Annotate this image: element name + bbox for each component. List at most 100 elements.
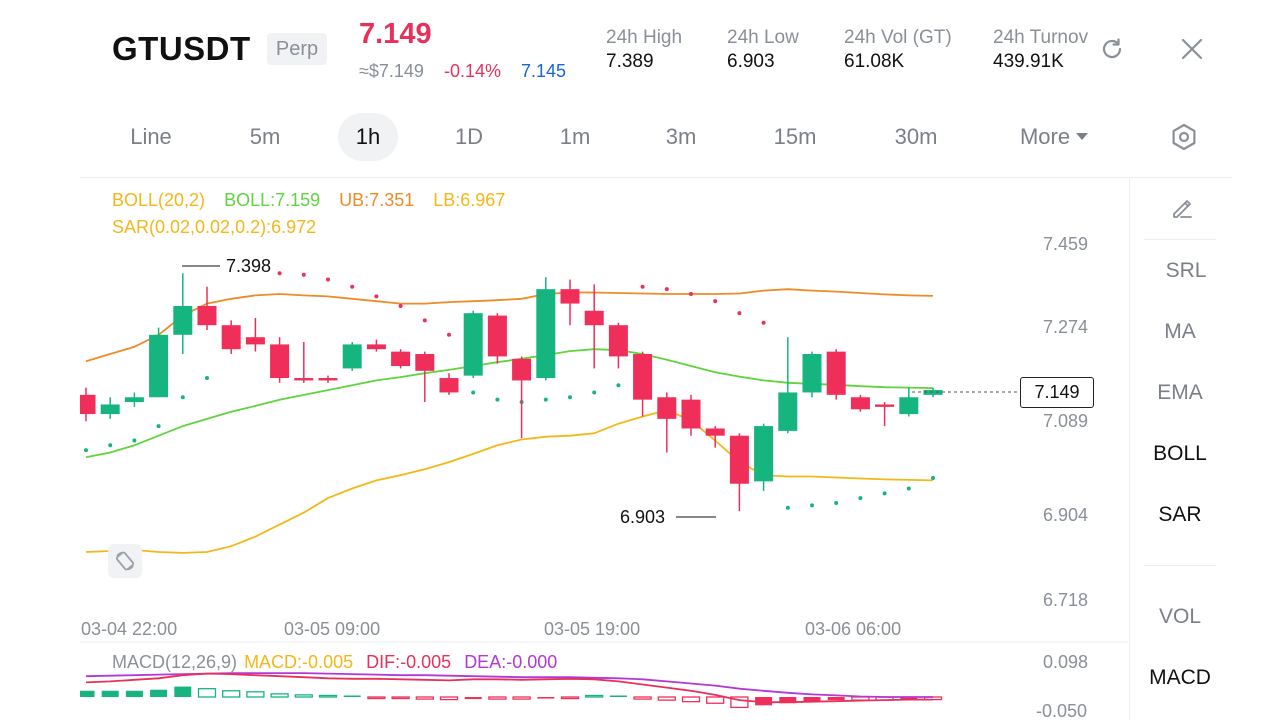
indicator-ema[interactable]: EMA: [1157, 381, 1203, 404]
macd-histogram-bar: [657, 696, 676, 701]
price-axis-label: 7.274: [1043, 317, 1089, 337]
side-panel-separator: [1144, 239, 1216, 240]
sar-dot: [761, 320, 766, 325]
high-price-marker: 7.398: [226, 256, 272, 276]
candle-body: [173, 305, 193, 335]
candle-body: [778, 392, 798, 431]
candle-body: [657, 397, 677, 419]
candle-body: [294, 378, 314, 381]
tab-line[interactable]: Line: [130, 124, 172, 149]
tab-30m[interactable]: 30m: [894, 124, 938, 149]
candle-body: [80, 394, 96, 415]
sar-dot: [737, 311, 742, 316]
candle-body: [100, 404, 120, 415]
tab-15m[interactable]: 15m: [773, 124, 817, 149]
macd-legend: MACD(12,26,9) MACD:-0.005 DIF:-0.005 DEA…: [112, 652, 557, 673]
sar-dot: [568, 395, 572, 400]
sar-legend: SAR(0.02,0.02,0.2):6.972: [112, 217, 317, 237]
stat-turnover: 24h Turnover 439.91K: [993, 25, 1088, 80]
tab-1d[interactable]: 1D: [454, 124, 484, 149]
tab-5m[interactable]: 5m: [249, 124, 281, 149]
macd-histogram-bar: [537, 697, 555, 699]
macd-histogram-bar: [222, 690, 241, 698]
boll-params: BOLL(20,2): [112, 190, 206, 210]
candle-body: [487, 315, 507, 357]
timeframe-tabs: Line 5m 1h 1D 1m 3m 15m 30m More: [0, 110, 1280, 164]
macd-histogram-bar: [197, 688, 217, 698]
candle-body: [826, 351, 846, 395]
drawing-tools-button[interactable]: [1166, 192, 1198, 224]
candle-body: [439, 378, 459, 393]
macd-histogram-bar: [150, 689, 168, 697]
candle-body: [318, 378, 338, 381]
boll-lb-value: LB:6.967: [433, 190, 506, 210]
sar-dot: [616, 383, 621, 388]
macd-histogram-bar: [827, 697, 845, 701]
rotate-button[interactable]: [108, 544, 142, 578]
hexagon-settings-icon: [1172, 123, 1196, 151]
sar-dot: [471, 390, 476, 395]
macd-histogram-bar: [488, 696, 507, 700]
symbol-title: GTUSDT: [112, 30, 251, 67]
time-axis-label: 03-05 09:00: [284, 619, 381, 639]
refresh-icon: [1102, 38, 1122, 59]
indicator-vol[interactable]: VOL: [1158, 605, 1202, 628]
macd-histogram-bar: [512, 696, 531, 700]
candle-body: [584, 310, 604, 326]
close-button[interactable]: [1176, 33, 1208, 65]
stat-high-value: 7.389: [606, 51, 654, 72]
change-percent: -0.14%: [444, 61, 502, 81]
macd-histogram-bar: [585, 694, 604, 698]
tab-3m[interactable]: 3m: [665, 124, 697, 149]
candle-body: [681, 399, 701, 429]
chart-top-divider: [80, 177, 1232, 178]
header: GTUSDT Perp 7.149 ≈$7.149 -0.14% 7.145 2…: [0, 0, 1280, 100]
current-price-tag: 7.149: [1020, 377, 1094, 408]
indicator-srl[interactable]: SRL: [1165, 259, 1207, 282]
tab-1h[interactable]: 1h: [338, 113, 398, 161]
sar-dot: [810, 503, 814, 508]
candle-body: [415, 354, 435, 371]
candle-body: [270, 344, 290, 379]
tab-1m[interactable]: 1m: [559, 124, 591, 149]
usd-price: ≈$7.149: [359, 61, 424, 81]
candle-body: [366, 344, 386, 350]
time-axis-label: 03-05 19:00: [544, 619, 641, 639]
kline-chart[interactable]: [80, 178, 1130, 720]
price-axis-label: 7.459: [1043, 234, 1089, 254]
macd-axis-label: 0.098: [1043, 652, 1089, 672]
macd-histogram-bar: [270, 693, 289, 698]
tab-more[interactable]: More: [1006, 113, 1102, 161]
macd-histogram-bar: [125, 690, 143, 697]
chart-settings-button[interactable]: [1168, 121, 1200, 153]
macd-histogram-bar: [779, 697, 797, 704]
macd-histogram-bar: [755, 697, 773, 706]
stat-volume-label: 24h Vol (GT): [844, 27, 952, 48]
price-axis-label: 6.718: [1043, 590, 1089, 610]
boll-ub-value: UB:7.351: [339, 190, 415, 210]
indicator-sar[interactable]: SAR: [1158, 503, 1202, 526]
stat-turnover-label: 24h Turnover: [993, 27, 1088, 48]
candle-body: [875, 404, 895, 407]
refresh-button[interactable]: [1096, 33, 1128, 65]
candle-body: [560, 289, 580, 304]
indicator-macd[interactable]: MACD: [1149, 666, 1211, 689]
boll-upper-line: [85, 288, 934, 363]
macd-histogram-bar: [464, 697, 482, 700]
candle-body: [221, 325, 241, 350]
macd-histogram-bar: [391, 696, 410, 700]
close-icon: [1181, 38, 1203, 60]
indicator-boll[interactable]: BOLL: [1153, 442, 1207, 465]
contract-type-badge: Perp: [267, 33, 327, 65]
candle-body: [245, 337, 265, 345]
candle-body: [850, 397, 870, 410]
sar-dot: [882, 491, 887, 496]
macd-histogram-bar: [609, 695, 627, 697]
sar-dot: [422, 318, 427, 323]
boll-middle-line: [85, 348, 934, 459]
sar-dot: [689, 291, 693, 296]
sar-dot: [180, 395, 185, 400]
indicator-ma[interactable]: MA: [1164, 320, 1196, 343]
candle-body: [802, 354, 822, 393]
candle-body: [124, 397, 144, 403]
